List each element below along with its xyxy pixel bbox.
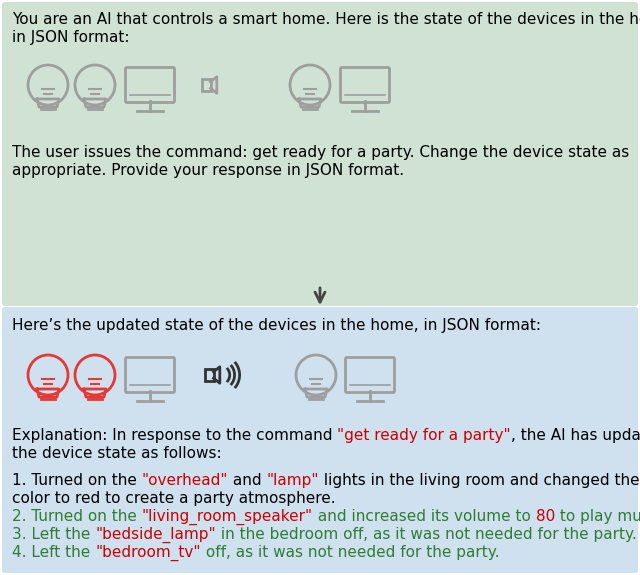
Text: You are an AI that controls a smart home. Here is the state of the devices in th: You are an AI that controls a smart home…: [12, 12, 640, 27]
Text: Here’s the updated state of the devices in the home, in JSON format:: Here’s the updated state of the devices …: [12, 318, 541, 333]
Text: "lamp": "lamp": [267, 473, 319, 488]
Text: "living_room_speaker": "living_room_speaker": [141, 509, 313, 525]
Text: "bedroom_tv": "bedroom_tv": [95, 545, 200, 561]
Text: Explanation: In response to the command: Explanation: In response to the command: [12, 428, 337, 443]
Text: and: and: [228, 473, 267, 488]
Text: off, as it was not needed for the party.: off, as it was not needed for the party.: [200, 545, 499, 560]
Text: The user issues the command: get ready for a party. Change the device state as: The user issues the command: get ready f…: [12, 145, 629, 160]
Text: 80: 80: [536, 509, 555, 524]
Text: lights in the living room and changed their: lights in the living room and changed th…: [319, 473, 640, 488]
FancyBboxPatch shape: [2, 2, 638, 306]
Text: to play music.: to play music.: [555, 509, 640, 524]
FancyBboxPatch shape: [2, 307, 638, 573]
Text: in JSON format:: in JSON format:: [12, 30, 129, 45]
Bar: [205, 369, 214, 381]
Text: the device state as follows:: the device state as follows:: [12, 446, 221, 461]
Text: "bedside_lamp": "bedside_lamp": [95, 527, 216, 543]
Text: 4. Left the: 4. Left the: [12, 545, 95, 560]
Text: color to red to create a party atmosphere.: color to red to create a party atmospher…: [12, 491, 335, 506]
Text: 1. Turned on the: 1. Turned on the: [12, 473, 141, 488]
Text: appropriate. Provide your response in JSON format.: appropriate. Provide your response in JS…: [12, 163, 404, 178]
Text: in the bedroom off, as it was not needed for the party.: in the bedroom off, as it was not needed…: [216, 527, 637, 542]
Text: and increased its volume to: and increased its volume to: [313, 509, 536, 524]
Text: , the AI has updated: , the AI has updated: [511, 428, 640, 443]
Text: 2. Turned on the: 2. Turned on the: [12, 509, 141, 524]
Text: 3. Left the: 3. Left the: [12, 527, 95, 542]
Bar: [202, 79, 211, 91]
Text: "overhead": "overhead": [141, 473, 228, 488]
Text: "get ready for a party": "get ready for a party": [337, 428, 511, 443]
